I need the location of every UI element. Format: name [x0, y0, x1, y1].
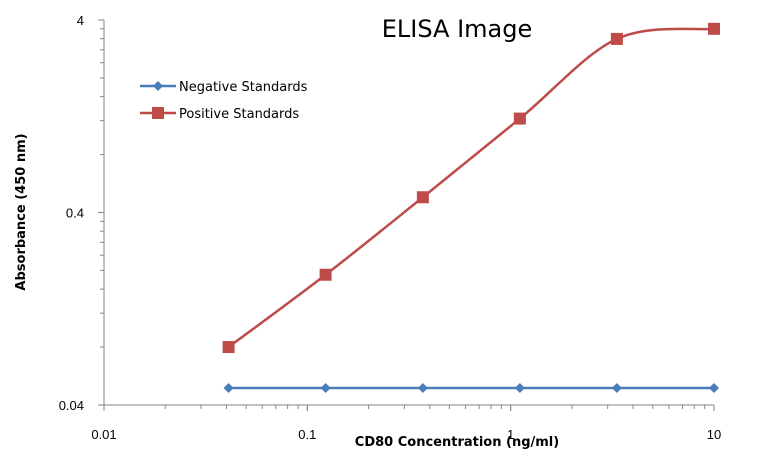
chart-title: ELISA Image [382, 15, 533, 43]
data-point-0 [514, 383, 525, 394]
data-point-1 [319, 268, 332, 281]
data-point-0 [611, 383, 622, 394]
data-point-1 [416, 191, 429, 204]
y-tick-label: 4 [77, 13, 84, 28]
legend-label-negative: Negative Standards [179, 80, 308, 95]
data-point-0 [320, 383, 331, 394]
data-point-0 [709, 383, 719, 394]
y-tick-label: 0.04 [59, 398, 84, 413]
data-point-1 [513, 112, 526, 125]
data-point-1 [222, 341, 235, 354]
axes [103, 20, 714, 406]
data-point-1 [708, 22, 720, 35]
x-axis-title: CD80 Concentration (ng/ml) [355, 435, 559, 450]
x-tick-label: 10 [707, 427, 721, 442]
legend-label-positive: Positive Standards [179, 107, 299, 122]
series-layer [222, 22, 720, 394]
legend-marker-negative [153, 81, 163, 91]
x-tick-label: 0.1 [298, 427, 316, 442]
x-ticks: 0.01 0.1 1 10 [91, 405, 721, 442]
series-line-1 [227, 27, 715, 349]
x-tick-label: 0.01 [91, 427, 116, 442]
y-axis-title: Absorbance (450 nm) [14, 133, 29, 290]
legend: Negative Standards Positive Standards [140, 80, 308, 122]
data-point-1 [610, 32, 623, 45]
data-point-0 [417, 383, 428, 394]
y-ticks: 0.04 0.4 4 [59, 13, 104, 413]
legend-marker-positive [152, 107, 164, 119]
x-tick-label: 1 [507, 427, 514, 442]
data-point-0 [223, 383, 234, 394]
y-tick-label: 0.4 [66, 206, 84, 221]
